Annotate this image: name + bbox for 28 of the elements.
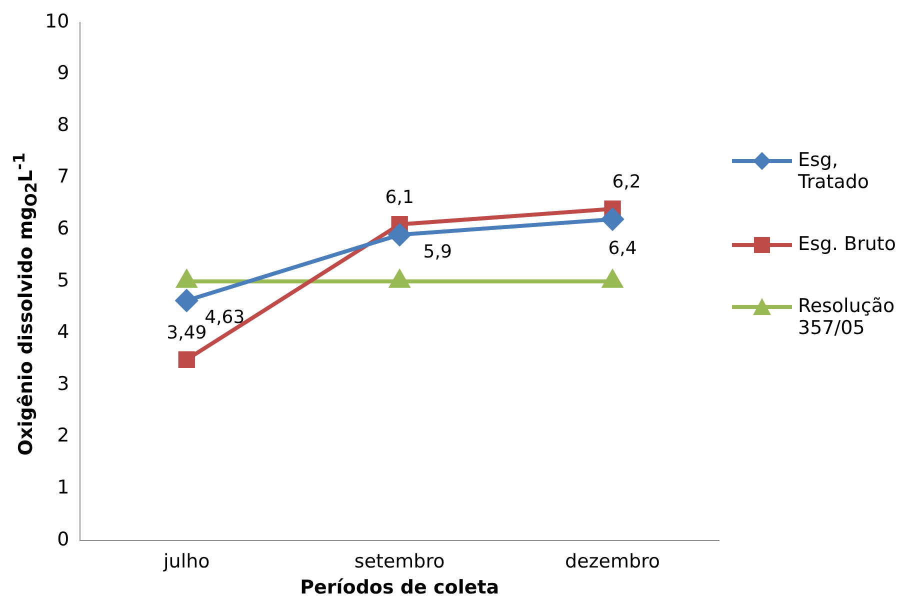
point <box>176 290 198 312</box>
annotation: 6,4 <box>608 238 637 259</box>
x-tick-label: julho <box>162 550 210 573</box>
legend-label: Esg. Bruto <box>798 233 896 255</box>
data-label: 3,49 <box>166 322 207 344</box>
y-tick-label: 6 <box>57 218 70 240</box>
y-tick-label: 1 <box>57 476 70 499</box>
y-tick-label: 3 <box>57 372 70 395</box>
x-tick-label: setembro <box>354 550 445 573</box>
annotation: 6,2 <box>612 172 641 193</box>
y-tick-label: 9 <box>57 62 70 84</box>
data-label: 5,9 <box>423 241 452 262</box>
x-tick-label: dezembro <box>565 550 660 573</box>
y-tick-label: 0 <box>57 528 70 550</box>
legend-label: Resolução 357/05 <box>798 295 896 339</box>
y-tick-label: 7 <box>57 166 70 188</box>
point <box>388 224 411 246</box>
legend-label: Esg, Tratado <box>798 149 870 193</box>
point <box>602 208 624 230</box>
y-tick-label: 8 <box>57 114 70 136</box>
y-tick-label: 2 <box>57 424 70 447</box>
point <box>178 351 196 368</box>
y-tick-label: 4 <box>57 321 70 344</box>
x-axis-title: Períodos de coleta <box>300 576 500 599</box>
data-label: 6,1 <box>385 187 414 208</box>
y-tick-label: 10 <box>44 10 70 32</box>
y-tick-label: 5 <box>57 269 70 292</box>
data-label: 4,63 <box>204 307 245 328</box>
